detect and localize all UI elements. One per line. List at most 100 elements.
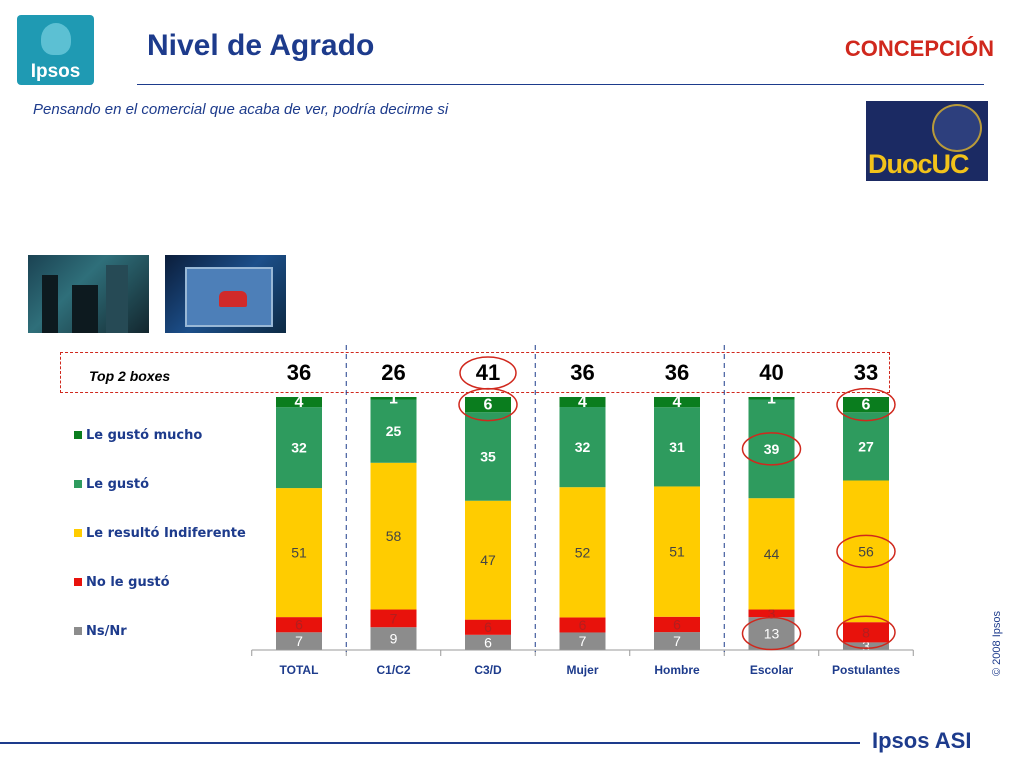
footer-divider (0, 742, 860, 744)
bar-segment (654, 407, 700, 487)
bar-segment (465, 412, 511, 501)
bar-segment (843, 480, 889, 623)
legend-swatch (74, 627, 82, 635)
bar-segment (559, 617, 606, 633)
bar-data-label: 6 (295, 617, 303, 633)
highlight-ellipse (458, 387, 518, 422)
bar-data-label: 35 (480, 448, 496, 464)
bar-data-label: 56 (858, 543, 874, 559)
legend-label: Le gustó (86, 477, 149, 492)
bar-data-label: 6 (673, 616, 681, 632)
bar-data-label: 3 (768, 605, 776, 621)
bar-segment (465, 397, 511, 413)
bar-data-label: 1 (767, 390, 776, 407)
ipsos-logo-text: Ipsos (30, 61, 81, 82)
bar-segment (748, 397, 795, 400)
x-tick-label: Escolar (750, 663, 794, 677)
duocuc-logo: DuocUC (866, 101, 988, 181)
commercial-still-studio (28, 255, 149, 333)
bar-data-label: 4 (295, 394, 304, 411)
top2-value: 40 (759, 360, 783, 385)
highlight-ellipse (836, 615, 896, 650)
copyright-text: © 2008 Ipsos (991, 611, 1003, 676)
bar-segment (465, 500, 511, 620)
bar-segment (843, 642, 889, 650)
bar-segment (465, 619, 511, 635)
top2-value: 36 (287, 360, 311, 385)
bar-data-label: 51 (669, 544, 685, 560)
bar-segment (276, 617, 322, 633)
legend-label: Le gustó mucho (86, 428, 202, 443)
bar-data-label: 1 (389, 390, 398, 407)
bar-data-label: 32 (291, 440, 307, 456)
legend-label: Le resultó Indiferente (86, 526, 246, 541)
bar-data-label: 9 (390, 631, 398, 647)
legend-swatch (74, 431, 82, 439)
bar-data-label: 47 (480, 552, 496, 568)
bar-data-label: 3 (862, 638, 870, 654)
bar-data-label: 6 (484, 634, 492, 650)
bar-segment (748, 498, 795, 610)
bar-segment (370, 397, 417, 400)
header-divider (137, 84, 984, 85)
x-tick-label: Mujer (566, 663, 598, 677)
bar-data-label: 39 (764, 441, 780, 457)
bar-data-label: 6 (484, 397, 493, 414)
bar-segment (370, 399, 417, 463)
bar-data-label: 7 (390, 610, 398, 626)
highlight-ellipse (741, 432, 802, 466)
bar-data-label: 6 (484, 619, 492, 635)
top2-value: 33 (854, 360, 878, 385)
highlight-ellipse (836, 534, 896, 569)
bar-segment (370, 627, 417, 650)
bar-segment (843, 397, 889, 413)
bar-segment (370, 609, 417, 628)
legend-label: No le gustó (86, 575, 170, 590)
top2-label: Top 2 boxes (89, 368, 171, 384)
legend-swatch (74, 578, 82, 586)
x-tick-label: Postulantes (832, 663, 900, 677)
bar-segment (276, 397, 322, 408)
bar-data-label: 27 (858, 438, 874, 454)
top2-value: 26 (381, 360, 405, 385)
bar-data-label: 7 (673, 633, 681, 649)
x-tick-label: C3/D (474, 663, 502, 677)
bar-data-label: 44 (764, 546, 780, 562)
bar-segment (559, 632, 606, 650)
duocuc-logo-text: DuocUC (868, 149, 969, 179)
highlight-ellipse (741, 616, 802, 651)
bar-segment (654, 486, 700, 617)
x-tick-label: Hombre (654, 663, 700, 677)
ipsos-logo-head-icon (41, 23, 71, 55)
bar-segment (748, 609, 795, 618)
ipsos-logo: Ipsos (17, 15, 94, 85)
region-label: CONCEPCIÓN (844, 36, 994, 61)
bar-segment (276, 632, 322, 650)
bar-segment (748, 399, 795, 499)
bar-data-label: 25 (386, 423, 402, 439)
bar-data-label: 6 (862, 397, 871, 414)
bar-data-label: 4 (578, 394, 587, 411)
bar-data-label: 51 (291, 545, 307, 561)
bar-data-label: 32 (575, 439, 591, 455)
legend-swatch (74, 529, 82, 537)
bar-data-label: 52 (575, 544, 591, 560)
bar-segment (276, 488, 322, 618)
footer-brand: Ipsos ASI (872, 728, 972, 753)
bar-segment (465, 634, 511, 650)
bar-segment (276, 407, 322, 489)
bar-segment (559, 487, 606, 618)
bar-data-label: 4 (673, 394, 682, 411)
top2-value: 36 (570, 360, 594, 385)
crest-icon (932, 104, 982, 152)
bar-data-label: 13 (764, 626, 780, 642)
bar-segment (559, 397, 606, 408)
bar-segment (843, 622, 889, 643)
bar-segment (559, 407, 606, 488)
bar-data-label: 8 (862, 624, 870, 640)
commercial-still-screen (165, 255, 286, 333)
x-tick-label: TOTAL (280, 663, 319, 677)
bar-segment (748, 617, 795, 650)
x-tick-label: C1/C2 (376, 663, 410, 677)
bar-segment (370, 462, 417, 610)
